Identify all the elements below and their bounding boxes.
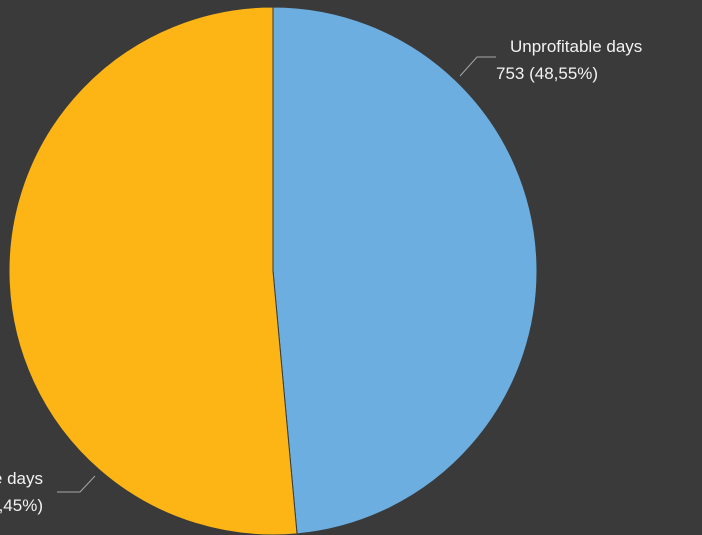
- slice-label-unprofitable-value: 753 (48,55%): [496, 64, 598, 83]
- pie-slice-unprofitable-days: [272, 6, 538, 535]
- leader-line-unprofitable: [459, 56, 496, 77]
- pie-slice-profitable-days: [8, 6, 298, 535]
- leader-line-profitable: [57, 475, 96, 493]
- pie-slices: [8, 6, 538, 535]
- slice-label-profitable-name: Profitable days: [0, 469, 43, 488]
- slice-label-unprofitable-name: Unprofitable days: [510, 37, 642, 56]
- slice-label-profitable-value: 798 (51,45%): [0, 496, 43, 515]
